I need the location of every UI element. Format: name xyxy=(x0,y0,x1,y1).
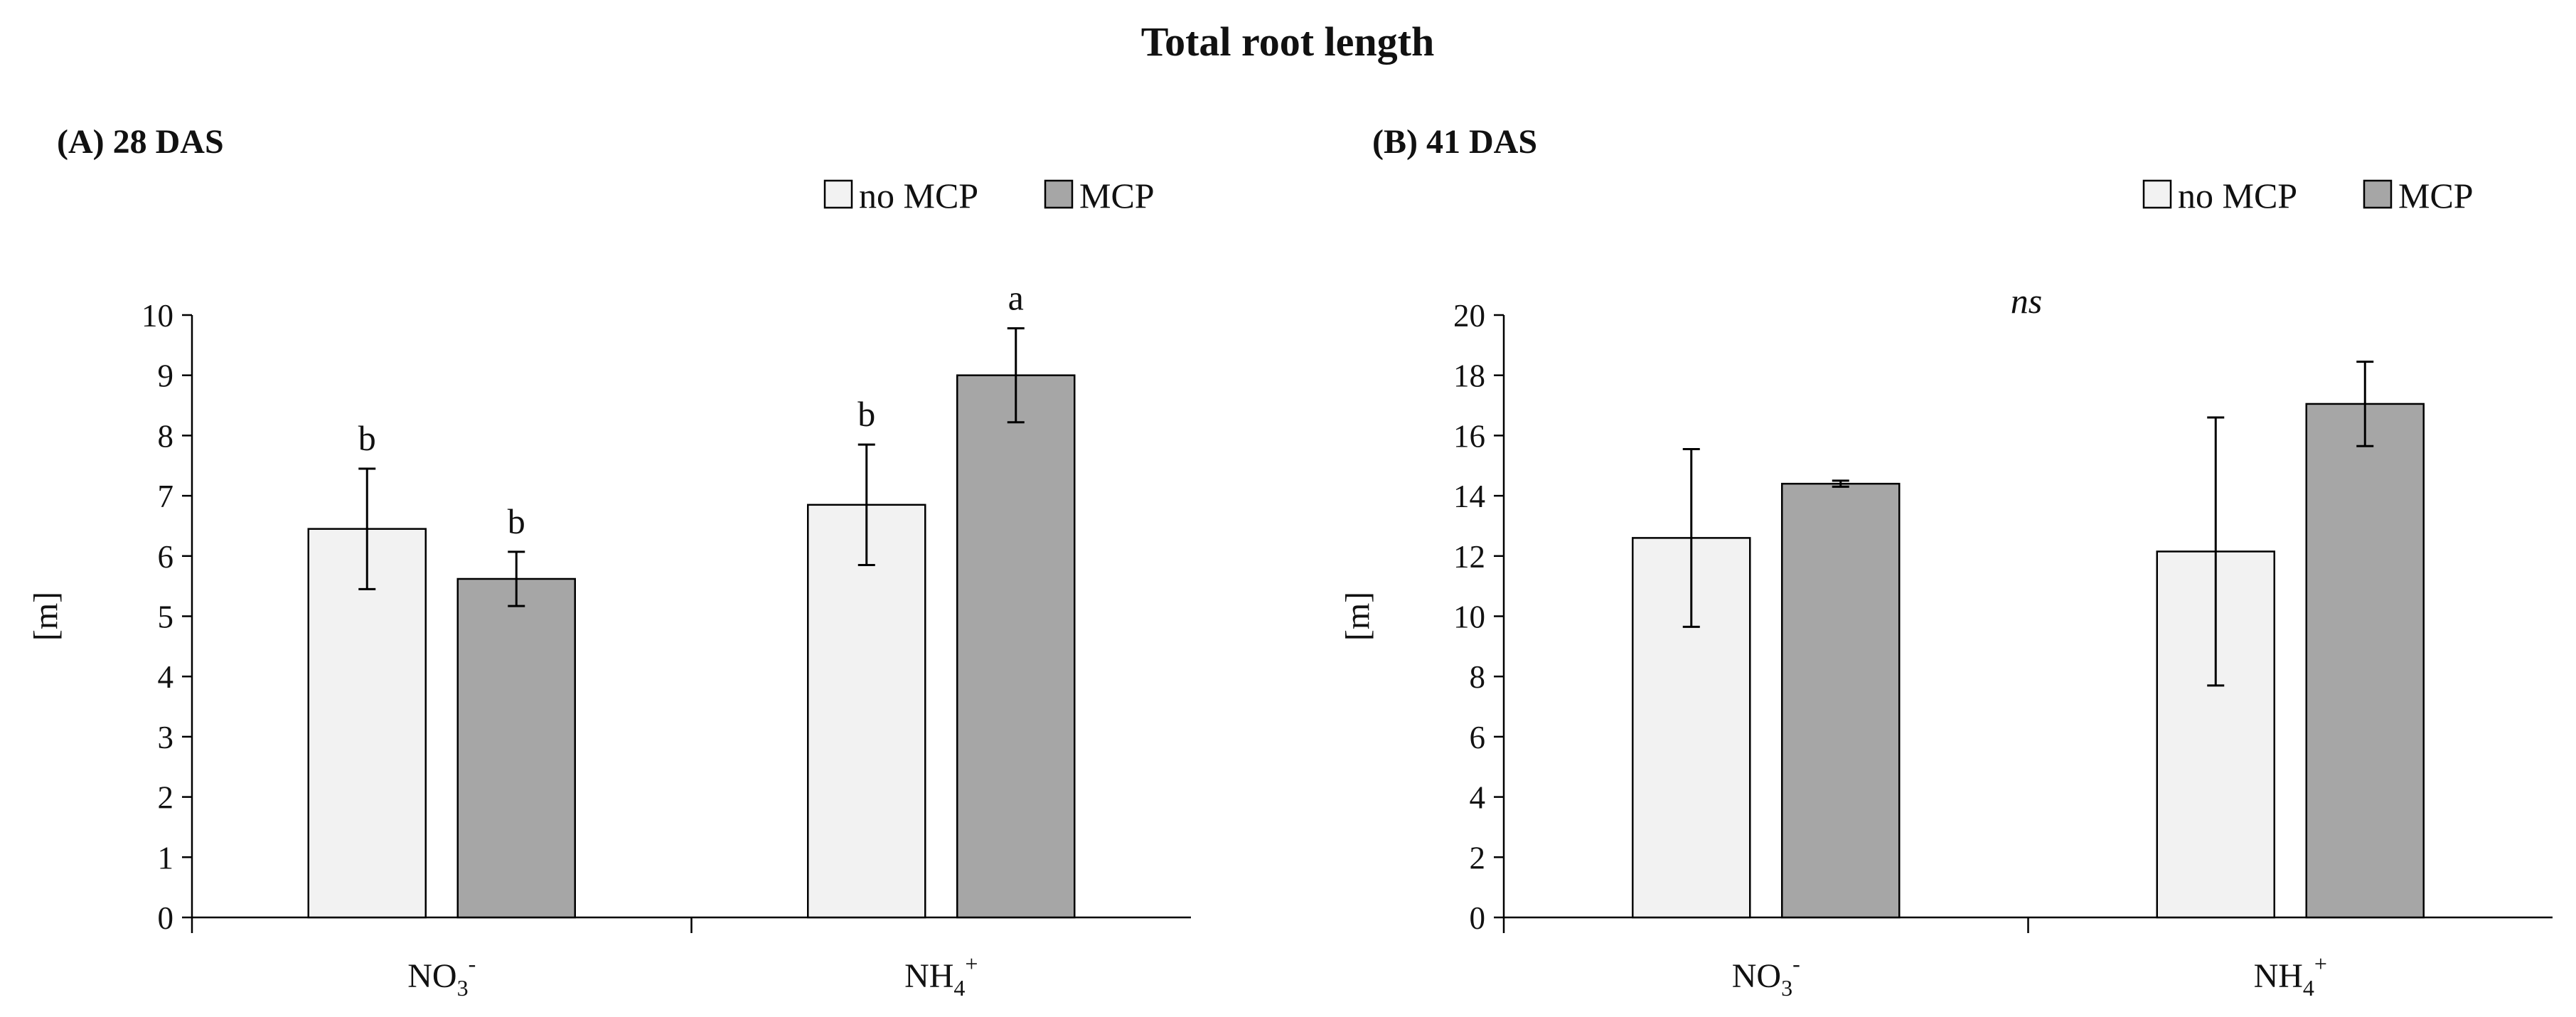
significance-letter: b xyxy=(358,418,376,458)
bar xyxy=(307,528,427,919)
panel-label: (A) 28 DAS xyxy=(57,123,224,161)
y-tick-label: 8 xyxy=(1470,659,1486,695)
category-label: NO3- xyxy=(407,951,476,1001)
y-tick-label: 1 xyxy=(158,840,174,875)
category-label: NH4+ xyxy=(904,951,978,1001)
y-tick-label: 12 xyxy=(1453,539,1485,575)
bar xyxy=(456,577,576,919)
legend-label: no MCP xyxy=(2178,176,2297,215)
legend-swatch xyxy=(2363,179,2393,209)
y-tick-label: 5 xyxy=(158,600,174,635)
significance-letter: b xyxy=(508,501,525,541)
y-tick-label: 16 xyxy=(1453,418,1485,454)
y-tick-label: 0 xyxy=(158,900,174,936)
y-tick-label: 4 xyxy=(1470,780,1486,816)
y-tick-label: 0 xyxy=(1470,900,1486,936)
legend-label: MCP xyxy=(1079,176,1155,215)
legend-label: no MCP xyxy=(859,176,978,215)
significance-letter: a xyxy=(1008,278,1024,318)
chart-panel-b: (B) 41 DAS no MCP MCP 0 2 4 6 8 10 12 14 16 18 20 [m] n… xyxy=(1339,123,2553,1001)
legend: no MCP MCP xyxy=(2142,176,2474,215)
bar xyxy=(1781,482,1901,919)
bar xyxy=(2156,550,2275,919)
y-axis-label: [m] xyxy=(1339,592,1377,641)
legend-label: MCP xyxy=(2398,176,2474,215)
legend: no MCP MCP xyxy=(823,176,1155,215)
y-tick-label: 7 xyxy=(158,479,174,514)
category-label: NO3- xyxy=(1732,951,1800,1001)
chart-panel-a: (A) 28 DAS no MCP MCP 0 1 2 3 4 5 6 7 8 9 10 [m] NO3- b b… xyxy=(27,123,1191,1001)
y-tick-label: 10 xyxy=(141,298,173,334)
y-tick-label: 2 xyxy=(1470,840,1486,875)
y-tick-label: 9 xyxy=(158,358,174,394)
bar xyxy=(956,374,1076,919)
y-tick-label: 2 xyxy=(158,780,174,816)
legend-swatch xyxy=(1044,179,1074,209)
significance-annotation: ns xyxy=(2011,281,2042,321)
y-axis-label: [m] xyxy=(27,592,65,641)
figure-title: Total root length xyxy=(1141,18,1435,65)
significance-letter: b xyxy=(857,394,875,434)
bar xyxy=(2305,403,2425,919)
y-tick-label: 20 xyxy=(1453,298,1485,334)
y-tick-label: 3 xyxy=(158,720,174,755)
y-tick-label: 6 xyxy=(158,539,174,575)
y-tick-label: 18 xyxy=(1453,358,1485,394)
y-tick-label: 4 xyxy=(158,659,174,695)
y-tick-label: 8 xyxy=(158,418,174,454)
category-label: NH4+ xyxy=(2254,951,2327,1001)
y-tick-label: 6 xyxy=(1470,720,1486,755)
legend-swatch xyxy=(2142,179,2172,209)
y-tick-label: 10 xyxy=(1453,600,1485,635)
legend-swatch xyxy=(823,179,853,209)
panel-label: (B) 41 DAS xyxy=(1372,123,1537,161)
y-tick-label: 14 xyxy=(1453,479,1485,514)
bar xyxy=(807,504,926,919)
